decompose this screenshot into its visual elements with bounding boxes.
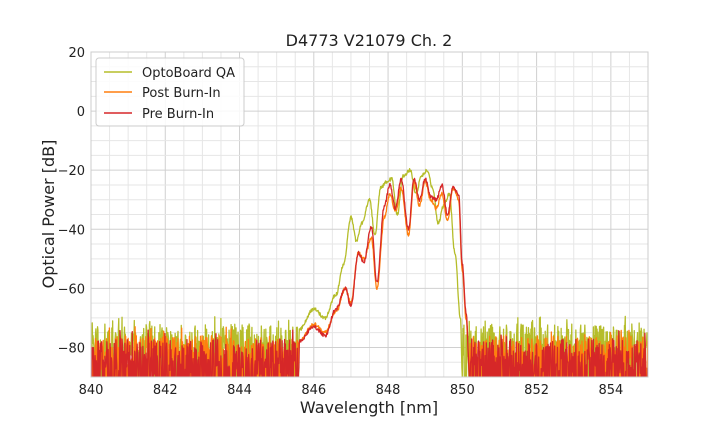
legend: OptoBoard QA Post Burn-In Pre Burn-In [95,57,245,127]
y-tick-label: −20 [58,164,85,179]
y-tick-label: −40 [58,223,85,238]
x-tick-label: 848 [376,383,401,398]
y-tick-labels: 20 0 −20 −40 −60 −80 [58,46,85,356]
x-tick-label: 844 [227,383,252,398]
y-tick-label: −80 [58,341,85,356]
x-tick-label: 840 [79,383,104,398]
chart-title: D4773 V21079 Ch. 2 [286,31,453,50]
y-tick-label: −60 [58,282,85,297]
x-tick-label: 842 [153,383,178,398]
y-tick-label: 0 [77,105,85,120]
x-tick-label: 850 [450,383,475,398]
legend-label-pre-burn-in: Pre Burn-In [142,107,214,122]
x-axis-title: Wavelength [nm] [300,398,438,417]
y-axis-title: Optical Power [dB] [39,140,58,289]
y-tick-label: 20 [68,46,85,61]
legend-label-optoboard-qa: OptoBoard QA [142,66,235,81]
x-tick-label: 846 [301,383,326,398]
x-tick-label: 854 [598,383,623,398]
legend-label-post-burn-in: Post Burn-In [142,86,221,101]
x-tick-labels: 840 842 844 846 848 850 852 854 [79,383,624,398]
x-tick-label: 852 [524,383,549,398]
legend-box [95,57,245,127]
plot-frame [90,51,649,378]
